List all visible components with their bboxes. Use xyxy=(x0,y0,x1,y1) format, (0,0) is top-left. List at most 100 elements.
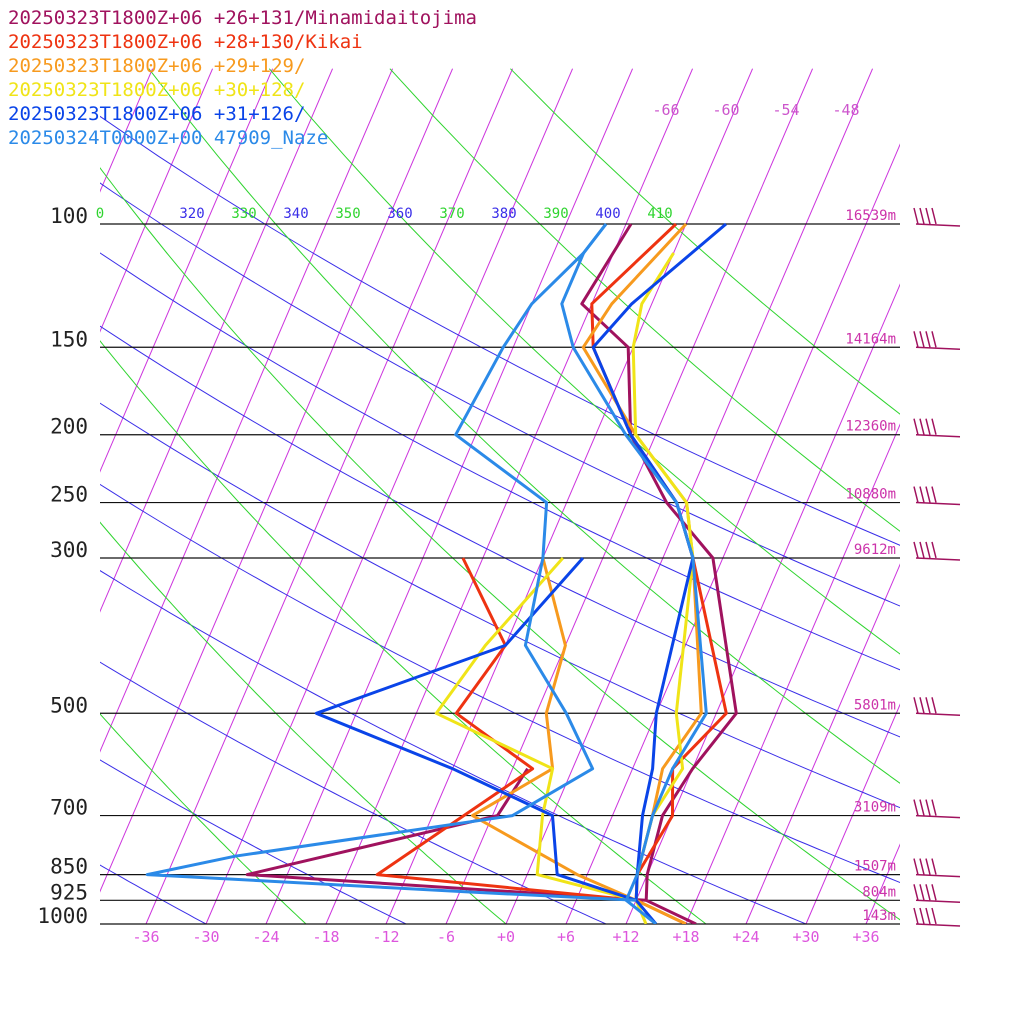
legend: 20250323T1800Z+06 +26+131/Minamidaitojim… xyxy=(8,7,477,149)
barb-flag xyxy=(931,697,937,714)
isotherm xyxy=(505,68,874,924)
barb-flag xyxy=(919,799,925,816)
barb-flag xyxy=(925,207,931,225)
dry-adiabat xyxy=(100,402,900,809)
dry-adiabat xyxy=(100,325,900,738)
wind-barb-300 xyxy=(913,541,961,561)
barb-shaft xyxy=(915,899,961,904)
isotherm xyxy=(986,69,1024,924)
dry-adiabat xyxy=(100,252,900,671)
wind-barb-1000 xyxy=(913,907,961,927)
barb-flag xyxy=(919,907,925,925)
isotherm xyxy=(100,68,394,753)
height-label: 9612m xyxy=(854,542,896,558)
temperature-profile-6 xyxy=(560,223,708,924)
barb-flag xyxy=(931,907,937,925)
barb-flag xyxy=(919,697,925,714)
temperature-tick: +30 xyxy=(792,928,819,946)
moist-adiabat xyxy=(389,68,900,532)
isotherm xyxy=(445,68,814,924)
pressure-label: 100 xyxy=(50,204,88,228)
temperature-tick: -24 xyxy=(252,928,279,946)
dry-adiabat xyxy=(100,661,608,924)
barb-flag xyxy=(925,486,931,503)
barb-flag xyxy=(931,331,937,348)
barb-flag xyxy=(919,858,925,875)
barb-shaft xyxy=(915,346,961,351)
temperature-tick: -30 xyxy=(192,928,219,946)
wind-barb-100 xyxy=(913,207,961,227)
wind-barb-200 xyxy=(913,418,961,438)
height-label: 3109m xyxy=(854,800,896,816)
barb-shaft xyxy=(915,557,961,561)
wind-barb-500 xyxy=(913,697,961,717)
isotherm xyxy=(145,68,514,924)
moist-adiabat xyxy=(100,340,707,924)
dewpoint-profile-6 xyxy=(145,223,637,902)
barb-flag xyxy=(925,907,931,925)
theta-label: 410 xyxy=(647,206,672,222)
barb-flag xyxy=(913,697,919,714)
pressure-label: 500 xyxy=(50,693,88,717)
height-label: 143m xyxy=(862,908,896,924)
isotherm xyxy=(100,68,454,893)
isotherm xyxy=(565,143,900,924)
theta-label: 380 xyxy=(491,206,516,222)
dewpoint-profile-2 xyxy=(375,557,637,902)
pressure-label: 250 xyxy=(50,483,88,507)
barb-flag xyxy=(913,858,919,875)
wind-barbs xyxy=(913,207,961,927)
dewpoint-profile-4 xyxy=(434,557,637,902)
barb-flag xyxy=(919,418,925,435)
moist-adiabat xyxy=(100,713,307,924)
barb-flag xyxy=(925,541,931,559)
barb-flag xyxy=(925,697,931,714)
barb-flag xyxy=(931,884,937,901)
barb-flag xyxy=(919,331,925,348)
pressure-label: 850 xyxy=(50,855,88,879)
barb-flag xyxy=(913,884,919,901)
temperature-tick: -36 xyxy=(132,928,159,946)
temperature-tick: +12 xyxy=(612,928,639,946)
mixing-ratio-label: -54 xyxy=(772,101,799,119)
dewpoint-profile-5 xyxy=(314,557,637,902)
barb-flag xyxy=(913,799,919,816)
wind-barb-250 xyxy=(913,486,961,506)
moist-adiabat xyxy=(100,521,507,924)
barb-flag xyxy=(913,486,919,503)
pressure-label: 300 xyxy=(50,538,88,562)
isotherm xyxy=(385,68,754,924)
height-label: 1507m xyxy=(854,859,896,875)
temperature-profile-1 xyxy=(580,223,738,924)
barb-flag xyxy=(931,541,937,559)
pressure-label: 700 xyxy=(50,796,88,820)
isotherm xyxy=(685,423,900,924)
barb-shaft xyxy=(915,223,961,227)
temperature-tick: +36 xyxy=(852,928,879,946)
temperature-tick: -18 xyxy=(312,928,339,946)
legend-entry-2: 20250323T1800Z+06 +28+130/Kikai xyxy=(8,31,363,53)
barb-flag xyxy=(919,207,925,225)
temperature-tick: -12 xyxy=(372,928,399,946)
isobars xyxy=(100,223,900,925)
barb-shaft xyxy=(915,501,961,506)
barb-flag xyxy=(931,799,937,816)
isotherm xyxy=(100,68,334,613)
temperature-tick: -6 xyxy=(437,928,455,946)
barb-flag xyxy=(913,907,919,925)
temperature-tick: +24 xyxy=(732,928,759,946)
barb-flag xyxy=(931,418,937,435)
moist-adiabat xyxy=(148,68,900,784)
mixing-ratio-label: -66 xyxy=(652,101,679,119)
mixing-ratio-label: -60 xyxy=(712,101,739,119)
height-label: 10880m xyxy=(845,487,896,503)
isotherm xyxy=(0,69,33,924)
moist-adiabat xyxy=(100,167,900,921)
barb-shaft xyxy=(915,712,961,717)
barb-shaft xyxy=(915,873,961,878)
isotherm xyxy=(625,283,900,924)
barb-flag xyxy=(931,207,937,225)
wind-barb-925 xyxy=(913,884,961,904)
barb-flag xyxy=(913,331,919,348)
